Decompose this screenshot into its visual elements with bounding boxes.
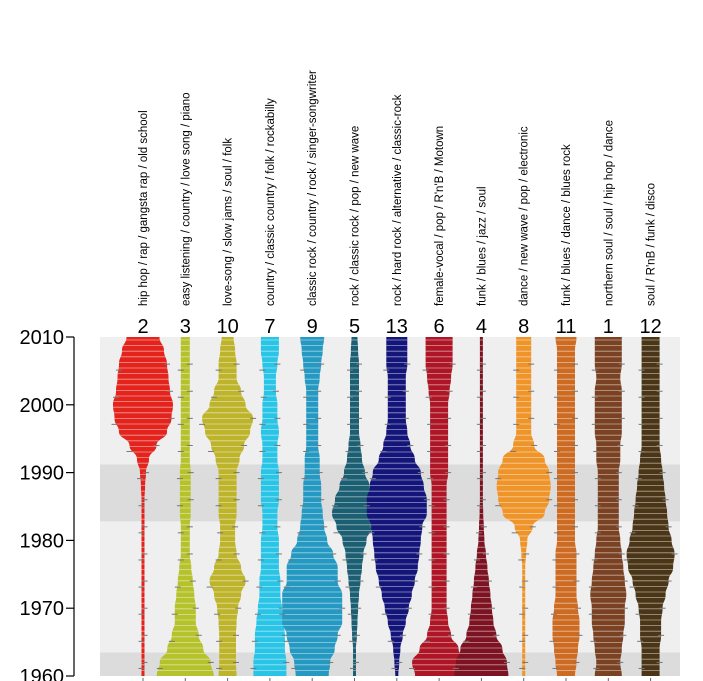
violin-shape — [412, 337, 467, 676]
cluster-number: 12 — [639, 316, 661, 338]
violin-shape — [552, 337, 580, 676]
genre-label: northern soul / soul / hip hop / dance — [603, 120, 615, 306]
genre-label: dance / new wave / pop / electronic — [519, 126, 531, 306]
y-tick-label: 2010 — [20, 327, 65, 349]
genre-label: classic rock / country / rock / singer-s… — [307, 70, 319, 306]
cluster-number: 11 — [556, 316, 577, 338]
cluster-number: 3 — [180, 316, 191, 338]
violin-shape — [626, 337, 675, 676]
band-0 — [100, 652, 680, 676]
cluster-number: 10 — [216, 316, 238, 338]
y-tick-label: 1960 — [20, 666, 65, 681]
x-labels: 2 hip hop / rap / gangsta rap / old schoo… — [137, 70, 661, 338]
genre-label: easy listening / country / love song / p… — [180, 92, 192, 306]
genre-label: hip hop / rap / gangsta rap / old school — [138, 110, 150, 306]
y-tick-label: 1970 — [20, 598, 65, 620]
cluster-number: 5 — [349, 316, 360, 338]
violin-ticks — [250, 363, 290, 669]
cluster-number: 8 — [518, 316, 529, 338]
violin-ticks — [623, 363, 678, 669]
genre-label: funk / blues / jazz / soul — [476, 186, 488, 306]
violin-shape — [590, 337, 627, 676]
violin-cluster-7 — [250, 337, 290, 681]
genre-label: rock / hard rock / alternative / classic… — [392, 94, 404, 306]
violin-ticks — [279, 363, 346, 669]
cluster-number: 9 — [307, 316, 318, 338]
violin-stripes — [590, 339, 627, 671]
genre-label: country / classic country / folk / rocka… — [265, 98, 277, 306]
genre-label: rock / classic rock / pop / new wave — [350, 126, 362, 306]
violin-shape — [253, 337, 287, 676]
violin-ticks — [199, 363, 257, 669]
violin-ticks — [495, 363, 553, 669]
violin-ticks — [452, 363, 510, 669]
y-tick-label: 1980 — [20, 530, 65, 552]
violin-shape — [366, 337, 427, 676]
violin-stripes — [253, 339, 287, 671]
violin-shape — [282, 337, 343, 676]
violin-shape — [454, 337, 509, 676]
cluster-number: 6 — [434, 316, 445, 338]
genre-label: funk / blues / dance / blues rock — [561, 144, 573, 306]
y-axis: 1960 1970 1980 1990 2000 2010 — [20, 327, 75, 681]
violin-shape — [332, 337, 377, 676]
genre-label: soul / R'nB / funk / disco — [646, 183, 658, 306]
violin-shape — [496, 337, 551, 676]
cluster-number: 1 — [603, 316, 614, 338]
violin-shape — [113, 337, 173, 676]
violin-stripes — [552, 339, 580, 671]
cluster-number: 4 — [476, 316, 487, 338]
violin-cluster-11 — [549, 337, 583, 681]
violin-ticks — [111, 363, 175, 669]
y-tick-label: 2000 — [20, 395, 65, 417]
genre-label: female-vocal / pop / R'n'B / Motown — [434, 126, 446, 306]
cluster-number: 2 — [137, 316, 148, 338]
violin-ticks — [363, 363, 430, 669]
genre-label: love-song / slow jams / soul / folk — [223, 138, 235, 306]
violin-cluster-1 — [588, 337, 628, 681]
cluster-number: 13 — [386, 316, 408, 338]
y-tick-label: 1990 — [20, 463, 65, 485]
violin-shape — [202, 337, 254, 676]
violin-shape — [156, 337, 214, 676]
cluster-number: 7 — [264, 316, 275, 338]
violin-ticks — [156, 363, 214, 669]
violin-ticks — [549, 363, 583, 669]
violin-ticks — [588, 363, 628, 669]
